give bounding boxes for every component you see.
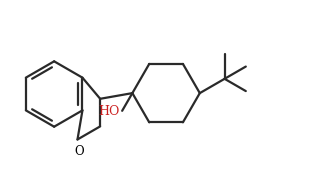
Text: O: O [75,145,84,158]
Text: HO: HO [99,105,120,118]
